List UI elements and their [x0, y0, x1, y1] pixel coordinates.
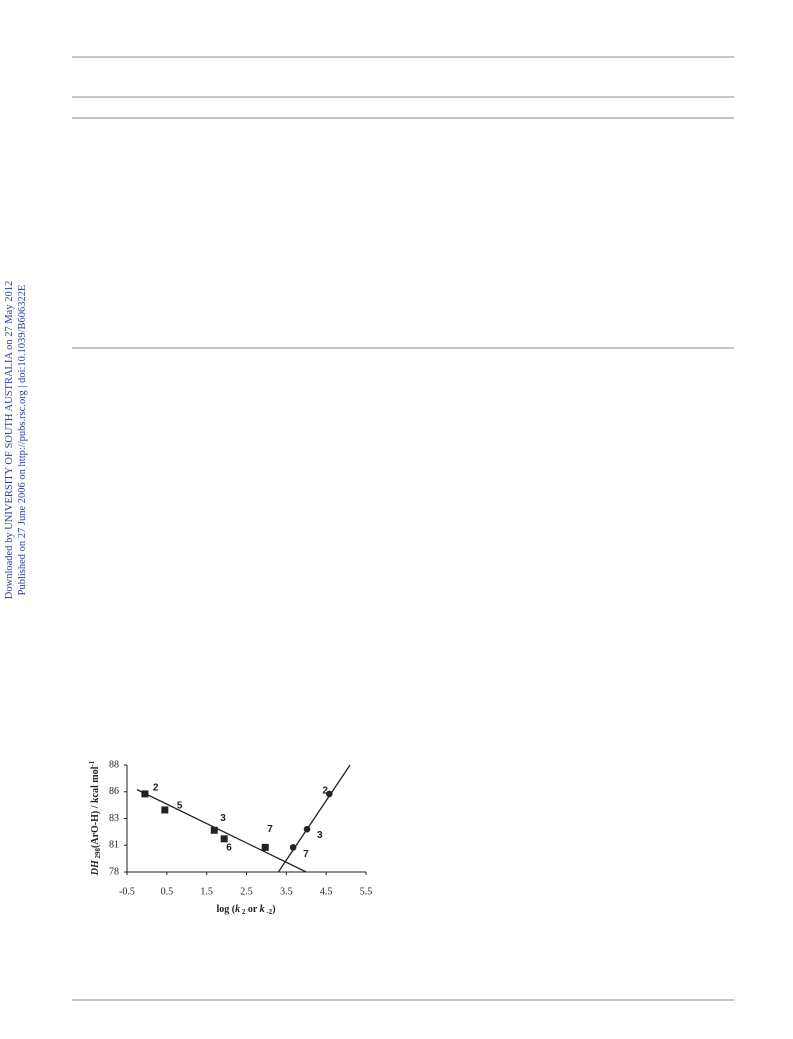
circle-point — [326, 790, 333, 798]
square-point — [220, 835, 228, 843]
point-label: 3 — [317, 830, 323, 841]
y-title-part: 298 — [94, 847, 102, 860]
point-label: 2 — [153, 783, 159, 794]
y-tick-label: 88 — [109, 759, 119, 770]
x-tick-label: 1.5 — [200, 886, 213, 897]
x-tick-label: 2.5 — [240, 886, 253, 897]
point-label: 7 — [303, 849, 309, 860]
square-point — [161, 806, 169, 814]
x-axis-title: log (k 2 or k -2) — [216, 904, 275, 916]
y-tick-label: 81 — [109, 840, 119, 851]
publish-note: Published on 27 June 2006 on http://pubs… — [17, 285, 28, 596]
y-tick-label: 86 — [109, 786, 119, 797]
x-tick-label: -0.5 — [119, 886, 135, 897]
y-title-part: (ArO-H) / kcal mol — [90, 766, 101, 848]
x-title-part: k — [235, 904, 240, 915]
y-title-part: -1 — [88, 760, 96, 766]
circle-point — [289, 844, 297, 851]
x-title-part: or — [245, 904, 259, 915]
point-label: 5 — [177, 801, 183, 812]
square-point — [210, 826, 218, 834]
y-title-part: DH — [90, 859, 101, 876]
point-label: 2 — [322, 786, 328, 797]
download-note: Downloaded by UNIVERSITY OF SOUTH AUSTRA… — [4, 281, 15, 599]
y-tick-label: 83 — [109, 813, 119, 824]
x-tick-label: 4.5 — [320, 886, 333, 897]
chart: log (k 2 or k -2) DH 298(ArO-H) / kcal m… — [88, 759, 372, 916]
fit-line — [136, 789, 307, 873]
fit-line — [277, 764, 351, 873]
x-title-part: ) — [272, 904, 275, 915]
x-tick-label: 5.5 — [360, 886, 373, 897]
x-tick-label: 3.5 — [280, 886, 293, 897]
point-label: 7 — [267, 824, 273, 835]
x-title-part: -2 — [265, 908, 273, 916]
y-tick-label: 78 — [109, 866, 119, 877]
x-title-part: log ( — [216, 904, 235, 915]
point-label: 3 — [220, 813, 226, 824]
x-title-part: 2 — [240, 908, 246, 916]
x-title-part: k — [260, 904, 265, 915]
point-label: 6 — [226, 842, 232, 853]
y-axis-title: DH 298(ArO-H) / kcal mol-1 — [88, 760, 102, 876]
x-tick-label: 0.5 — [161, 886, 174, 897]
square-point — [261, 843, 269, 851]
